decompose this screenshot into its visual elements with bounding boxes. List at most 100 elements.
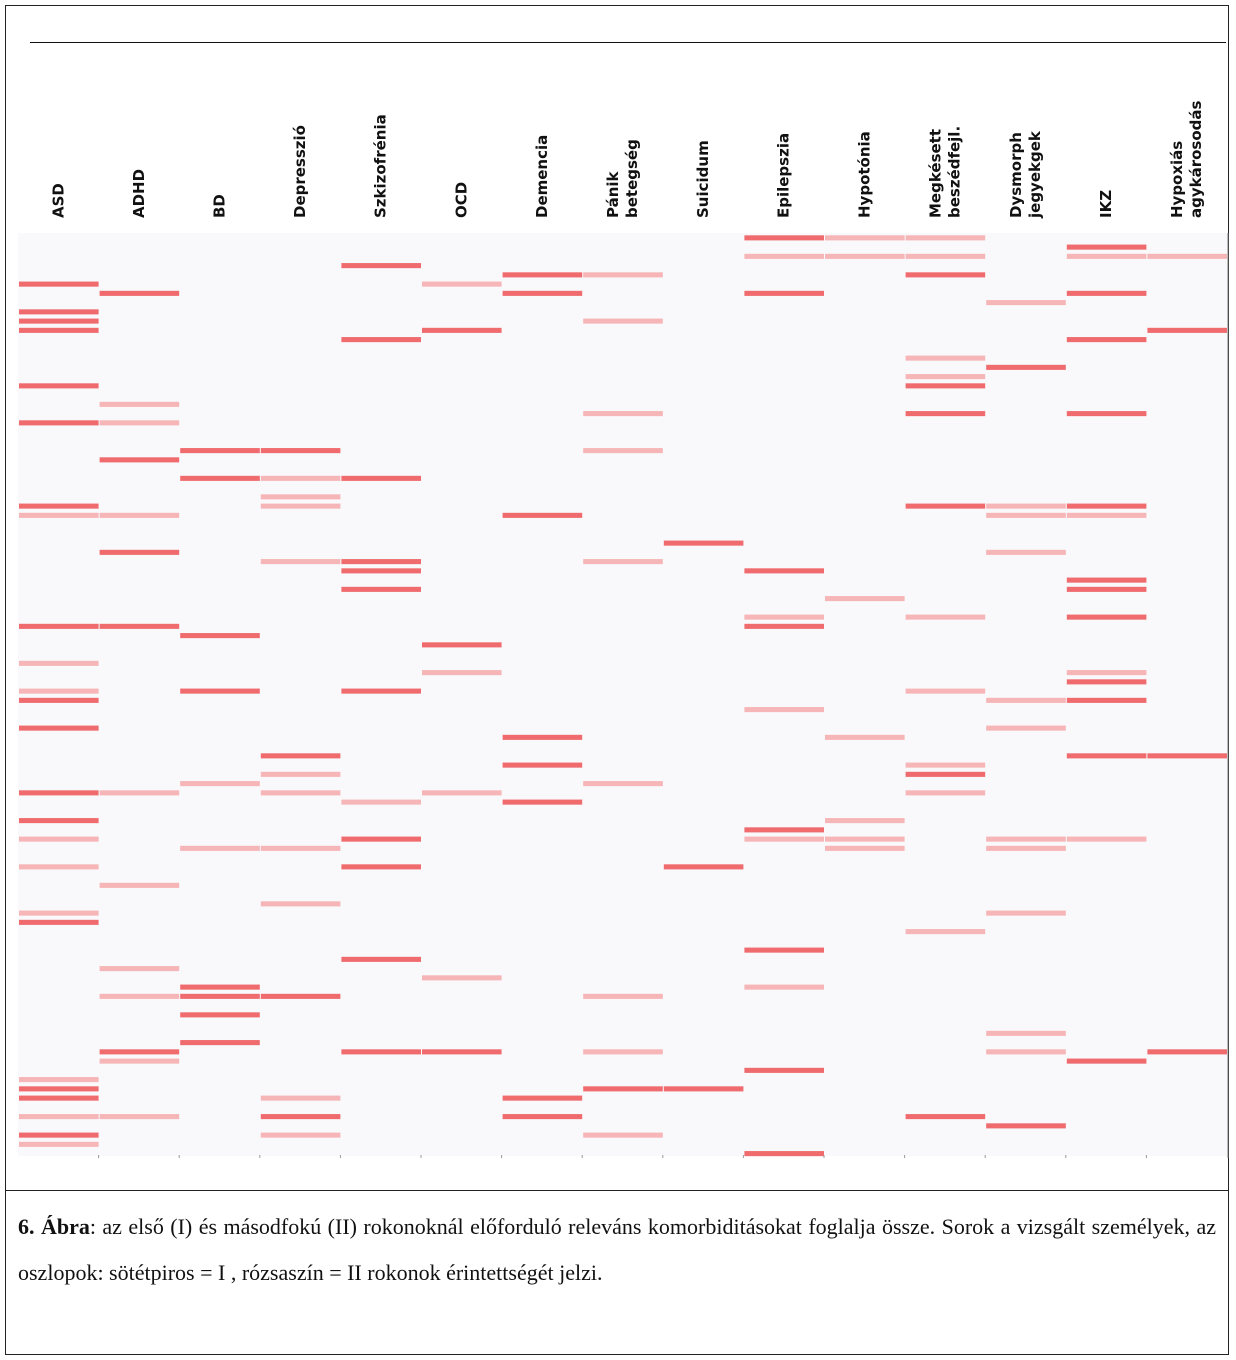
heatmap-cell-2-59 bbox=[180, 781, 260, 787]
column-header-4: Szkizofrénia bbox=[372, 114, 390, 218]
heatmap-cell-7-59 bbox=[583, 781, 663, 787]
heatmap-cell-1-6 bbox=[99, 290, 180, 296]
heatmap-cell-7-23 bbox=[583, 448, 663, 454]
column-header-7-line-0: Pánik bbox=[604, 170, 622, 218]
heatmap-cell-2-26 bbox=[180, 475, 260, 481]
heatmap-cell-6-61 bbox=[502, 799, 583, 805]
heatmap-cell-5-44 bbox=[422, 642, 502, 648]
column-header-8: Suicidum bbox=[694, 140, 712, 218]
column-header-7-line-1: betegség bbox=[623, 139, 641, 218]
heatmap-cell-0-93 bbox=[19, 1095, 99, 1101]
column-header-5: OCD bbox=[452, 182, 470, 218]
heatmap-cell-1-60 bbox=[99, 790, 180, 796]
heatmap-cell-0-65 bbox=[19, 836, 99, 842]
heatmap-cell-3-72 bbox=[260, 901, 341, 907]
heatmap-cell-10-0 bbox=[825, 235, 905, 241]
heatmap-cell-4-68 bbox=[341, 864, 421, 870]
heatmap-cell-1-70 bbox=[99, 882, 180, 888]
heatmap-cell-1-20 bbox=[99, 420, 180, 426]
heatmap-cell-3-95 bbox=[260, 1114, 341, 1120]
column-header-0: ASD bbox=[49, 183, 67, 218]
heatmap-cell-10-54 bbox=[825, 734, 905, 740]
heatmap-cell-0-5 bbox=[19, 281, 99, 287]
heatmap-cell-4-36 bbox=[341, 568, 421, 574]
heatmap-cell-1-88 bbox=[99, 1049, 180, 1055]
heatmap-cell-4-65 bbox=[341, 836, 421, 842]
heatmap-cell-7-82 bbox=[583, 993, 663, 999]
heatmap-cell-1-18 bbox=[99, 401, 180, 407]
heatmap-cell-9-77 bbox=[744, 947, 824, 953]
heatmap-cell-0-20 bbox=[19, 420, 99, 426]
heatmap-cell-13-11 bbox=[1066, 337, 1147, 343]
heatmap-cell-0-9 bbox=[19, 318, 99, 324]
heatmap-cell-6-57 bbox=[502, 762, 583, 768]
heatmap-cell-11-2 bbox=[905, 253, 986, 259]
heatmap-cell-14-56 bbox=[1147, 753, 1227, 759]
heatmap-cell-12-53 bbox=[986, 725, 1066, 731]
heatmap-cell-0-42 bbox=[19, 623, 99, 629]
heatmap-cell-3-26 bbox=[260, 475, 341, 481]
plot-area-background bbox=[18, 233, 1227, 1156]
comorbidity-heatmap: ASD ADHD BD Depresszió Szkizofrénia OCD Demenc… bbox=[18, 100, 1229, 1158]
heatmap-cell-9-0 bbox=[744, 235, 824, 241]
heatmap-cell-1-34 bbox=[99, 549, 180, 555]
column-header-6: Demencia bbox=[533, 135, 551, 218]
heatmap-cell-4-26 bbox=[341, 475, 421, 481]
heatmap-cell-3-66 bbox=[260, 845, 341, 851]
heatmap-cell-5-88 bbox=[422, 1049, 502, 1055]
heatmap-cell-9-41 bbox=[744, 614, 824, 620]
heatmap-cell-4-11 bbox=[341, 337, 421, 343]
column-header-3: Depresszió bbox=[291, 125, 309, 218]
heatmap-cell-4-38 bbox=[341, 586, 421, 592]
column-header-14-line-0: Hypoxiás bbox=[1168, 141, 1186, 218]
heatmap-cell-13-65 bbox=[1066, 836, 1147, 842]
heatmap-cell-2-49 bbox=[180, 688, 260, 694]
heatmap-cell-11-58 bbox=[905, 771, 986, 777]
column-header-12-line-0: Dysmorph bbox=[1007, 132, 1025, 218]
heatmap-cell-0-50 bbox=[19, 697, 99, 703]
heatmap-cell-10-2 bbox=[825, 253, 905, 259]
heatmap-cell-9-65 bbox=[744, 836, 824, 842]
heatmap-cell-7-88 bbox=[583, 1049, 663, 1055]
heatmap-cell-8-68 bbox=[663, 864, 744, 870]
heatmap-cell-3-93 bbox=[260, 1095, 341, 1101]
heatmap-cell-0-95 bbox=[19, 1114, 99, 1120]
heatmap-cell-3-29 bbox=[260, 503, 341, 509]
heatmap-cell-1-30 bbox=[99, 512, 180, 518]
heatmap-cell-0-10 bbox=[19, 327, 99, 333]
heatmap-cell-12-73 bbox=[986, 910, 1066, 916]
heatmap-cell-13-29 bbox=[1066, 503, 1147, 509]
heatmap-cell-0-68 bbox=[19, 864, 99, 870]
heatmap-cell-12-34 bbox=[986, 549, 1066, 555]
caption-divider bbox=[5, 1190, 1229, 1191]
heatmap-cell-2-23 bbox=[180, 448, 260, 454]
heatmap-cell-10-63 bbox=[825, 818, 905, 824]
heatmap-cell-1-95 bbox=[99, 1114, 180, 1120]
heatmap-cell-2-43 bbox=[180, 633, 260, 639]
heatmap-cell-14-10 bbox=[1147, 327, 1227, 333]
heatmap-cell-7-97 bbox=[583, 1132, 663, 1138]
heatmap-cell-12-96 bbox=[986, 1123, 1066, 1129]
heatmap-cell-5-10 bbox=[422, 327, 502, 333]
heatmap-cell-13-47 bbox=[1066, 670, 1147, 676]
heatmap-cell-11-13 bbox=[905, 355, 986, 361]
heatmap-cell-0-63 bbox=[19, 818, 99, 824]
heatmap-cell-11-29 bbox=[905, 503, 986, 509]
heatmap-cell-3-97 bbox=[260, 1132, 341, 1138]
heatmap-cell-11-16 bbox=[905, 383, 986, 389]
column-header-11-line-0: Megkésett bbox=[926, 129, 944, 218]
caption-label: 6. Ábra bbox=[18, 1214, 90, 1239]
heatmap-cell-12-29 bbox=[986, 503, 1066, 509]
heatmap-cell-0-49 bbox=[19, 688, 99, 694]
heatmap-cell-4-88 bbox=[341, 1049, 421, 1055]
heatmap-cell-5-60 bbox=[422, 790, 502, 796]
heatmap-cell-6-30 bbox=[502, 512, 583, 518]
heatmap-cell-12-14 bbox=[986, 364, 1066, 370]
heatmap-cell-13-50 bbox=[1066, 697, 1147, 703]
heatmap-cell-7-92 bbox=[583, 1086, 663, 1092]
heatmap-cell-5-80 bbox=[422, 975, 502, 981]
heatmap-cell-13-30 bbox=[1066, 512, 1147, 518]
column-header-14-line-1: agykárosodás bbox=[1187, 100, 1205, 218]
heatmap-cell-13-56 bbox=[1066, 753, 1147, 759]
heatmap-cell-13-19 bbox=[1066, 411, 1147, 417]
